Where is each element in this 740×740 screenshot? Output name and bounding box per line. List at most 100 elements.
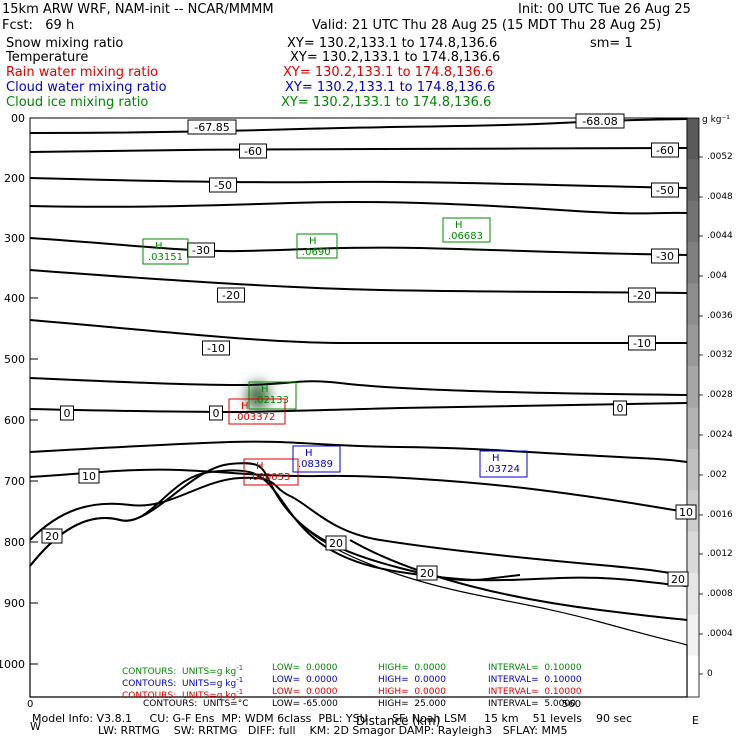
- field-xy: XY= 130.2,133.1 to 174.8,136.6: [287, 36, 498, 51]
- temperature-label: -68.08: [582, 115, 617, 128]
- temperature-label-box: [628, 287, 656, 303]
- temperature-label-box: [325, 535, 347, 551]
- field-name: Cloud ice mixing ratio: [6, 95, 149, 110]
- y-tick-label: 200: [4, 172, 25, 185]
- temperature-label-box: [651, 142, 679, 158]
- temperature-contour: [29, 469, 688, 587]
- colorbar-tick-label: .0044: [707, 231, 733, 241]
- temperature-label: -67.85: [194, 121, 229, 134]
- colorbar-tick-label: 0: [707, 669, 713, 679]
- temperature-contour: [29, 319, 688, 345]
- colorbar-tick-label: .0052: [707, 152, 733, 162]
- y-tick-label: 1000: [0, 658, 25, 671]
- y-tick-label: 800: [4, 536, 25, 549]
- contour-low: LOW= 0.0000: [272, 687, 338, 697]
- contour-low: LOW= 0.0000: [272, 675, 338, 685]
- x-tick-end: 560: [562, 699, 582, 710]
- colorbar-segment: [687, 407, 699, 450]
- maximum-box: [479, 450, 528, 478]
- maximum-value: .08389: [298, 459, 333, 470]
- temperature-label: 0: [617, 402, 624, 415]
- temperature-contour: [29, 476, 688, 579]
- contour-high: HIGH= 0.0000: [378, 663, 446, 673]
- temperature-label: -30: [192, 244, 210, 257]
- init-time: Init: 00 UTC Tue 26 Aug 25: [518, 2, 691, 17]
- colorbar-tick-label: .0004: [707, 629, 733, 639]
- contour-interval: INTERVAL= 0.10000: [488, 687, 582, 697]
- colorbar-tick-label: .0008: [707, 589, 733, 599]
- valid-time: Valid: 21 UTC Thu 28 Aug 25 (15 MDT Thu …: [312, 18, 662, 33]
- temperature-label-box: [651, 182, 679, 198]
- temperature-label-box: [239, 143, 267, 159]
- colorbar-frame: [686, 117, 700, 698]
- colorbar-segment: [687, 572, 699, 615]
- temperature-label: 20: [420, 567, 434, 580]
- maximum-box: [248, 381, 297, 410]
- field-xy: XY= 130.2,133.1 to 174.8,136.6: [290, 50, 501, 65]
- x-tick-start: 0: [27, 699, 34, 710]
- contour-units: CONTOURS: UNITS=g kg-1: [122, 688, 244, 701]
- field-name: Cloud water mixing ratio: [6, 80, 167, 95]
- field-name: Temperature: [6, 50, 89, 65]
- maximum-h-label: H: [256, 461, 264, 472]
- colorbar-tick-label: .0048: [707, 192, 733, 202]
- temperature-label: -60: [244, 145, 262, 158]
- colorbar-segment: [687, 655, 699, 698]
- temperature-label-box: [575, 113, 625, 129]
- y-tick-label: 00: [11, 112, 25, 125]
- x-axis-title: Distance (km): [356, 714, 441, 728]
- temperature-contour: [349, 539, 688, 621]
- colorbar-tick-label: .0024: [707, 430, 733, 440]
- contour-high: HIGH= 25.000: [378, 699, 446, 709]
- colorbar-segment: [687, 200, 699, 243]
- maximum-h-label: H: [261, 384, 269, 395]
- unit-exponent: -1: [236, 688, 244, 696]
- temperature-label: -20: [222, 289, 240, 302]
- east-label: E: [692, 714, 699, 727]
- smoothing-label: sm= 1: [590, 36, 633, 51]
- temperature-contour: [29, 468, 688, 513]
- colorbar-segment: [687, 324, 699, 367]
- colorbar-tick-label: .0036: [707, 311, 733, 321]
- colorbar-segment: [687, 118, 699, 160]
- unit-exponent: -1: [236, 664, 244, 672]
- temperature-label-box: [202, 340, 230, 356]
- temperature-label-box: [209, 405, 223, 421]
- temperature-label-box: [78, 468, 100, 484]
- temperature-label-box: [217, 287, 245, 303]
- colorbar-tick-label: .0032: [707, 350, 733, 360]
- maximum-box: [296, 233, 338, 259]
- temperature-label-box: [613, 400, 627, 416]
- maximum-value: .03151: [148, 252, 183, 263]
- field-xy: XY= 130.2,133.1 to 174.8,136.6: [285, 80, 496, 95]
- y-tick-label: 500: [4, 353, 25, 366]
- temperature-label-box: [675, 504, 697, 520]
- maximum-h-label: H: [241, 401, 249, 412]
- maximum-value: .000053: [249, 472, 290, 483]
- temperature-contour: [29, 147, 688, 153]
- temperature-contour: [29, 402, 688, 414]
- colorbar-tick-label: .0016: [707, 510, 733, 520]
- unit-exponent: -1: [236, 676, 244, 684]
- temperature-label-box: [628, 335, 656, 351]
- maximum-h-label: H: [309, 236, 317, 247]
- maximum-h-label: H: [455, 220, 463, 231]
- temperature-label: 10: [679, 506, 693, 519]
- temperature-label-box: [209, 177, 237, 193]
- temperature-label-box: [60, 405, 74, 421]
- temperature-contour: [29, 440, 688, 463]
- temperature-contour: [29, 269, 688, 294]
- west-label: W: [30, 720, 41, 733]
- temperature-label: -10: [207, 342, 225, 355]
- maximum-value: .06683: [448, 231, 483, 242]
- contour-low: LOW= 0.0000: [272, 663, 338, 673]
- temperature-label: 20: [671, 573, 685, 586]
- maximum-h-label: H: [305, 448, 313, 459]
- colorbar-segment: [687, 159, 699, 202]
- maximum-box: [442, 217, 491, 243]
- maximum-box: [228, 398, 286, 425]
- temperature-label-box: [41, 528, 63, 544]
- y-tick-label: 400: [4, 292, 25, 305]
- temperature-label-box: [667, 571, 689, 587]
